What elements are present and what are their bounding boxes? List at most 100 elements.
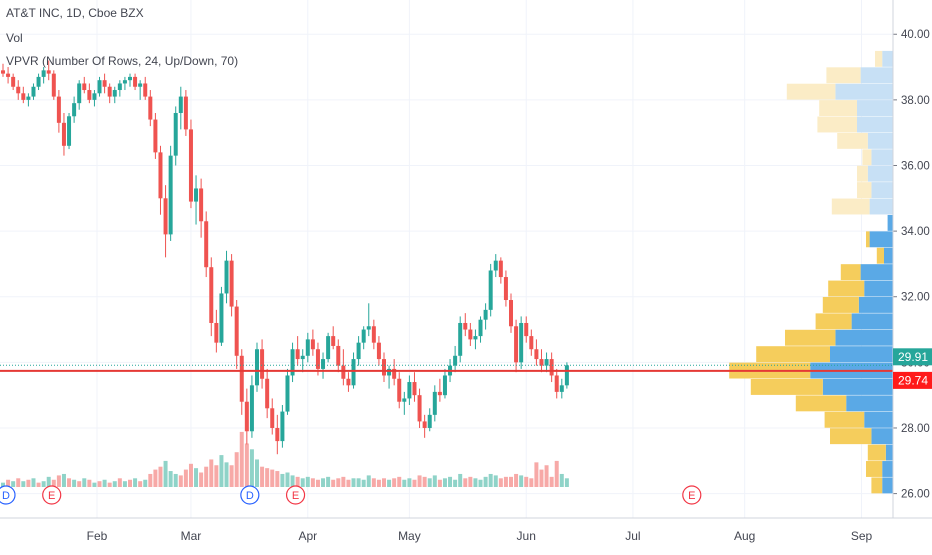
x-tick-label: Mar <box>181 529 202 543</box>
candle-body <box>16 86 21 94</box>
volume-bar <box>122 481 127 487</box>
volume-bar <box>310 478 315 487</box>
candle-body <box>117 83 122 91</box>
candle-body <box>36 76 41 87</box>
volume-bar <box>97 481 102 487</box>
vpvr-legend[interactable]: VPVR (Number Of Rows, 24, Up/Down, 70) <box>6 54 239 68</box>
vpvr-down-bar <box>795 395 847 412</box>
candle-body <box>387 368 392 376</box>
candle-body <box>153 119 158 153</box>
vpvr-up-bar <box>869 231 893 248</box>
price-tick-label: 36.00 <box>901 160 930 172</box>
volume-bar <box>544 465 549 487</box>
volume-bar <box>138 481 143 487</box>
vpvr-down-bar <box>817 116 857 133</box>
volume-bar <box>331 479 336 487</box>
candle-body <box>458 322 463 356</box>
vpvr-up-bar <box>864 411 893 428</box>
volume-bar <box>36 482 41 487</box>
volume-bar <box>61 473 66 487</box>
volume-bar <box>326 476 331 487</box>
volume-bar <box>448 476 453 487</box>
volume-bar <box>148 473 153 487</box>
symbol-legend[interactable]: AT&T INC, 1D, Cboe BZX <box>6 6 144 20</box>
vpvr-up-bar <box>835 329 893 346</box>
candle-body <box>549 359 554 376</box>
candle-body <box>468 329 473 340</box>
vpvr-down-bar <box>824 411 865 428</box>
candle-body <box>361 329 366 343</box>
dividend-marker <box>240 485 260 505</box>
volume-bar <box>468 476 473 487</box>
volume-bar <box>102 479 107 487</box>
candle-body <box>183 96 188 130</box>
volume-bar <box>315 479 320 487</box>
volume-bar <box>361 479 366 487</box>
candle-body <box>534 349 539 360</box>
vpvr-up-bar <box>857 100 893 117</box>
candle-body <box>290 349 295 376</box>
volume-bar <box>524 476 529 487</box>
candle-body <box>488 270 493 310</box>
candle-body <box>412 382 417 396</box>
volume-bar <box>11 481 16 487</box>
volume-bar <box>519 475 524 487</box>
candle-body <box>376 342 381 360</box>
volume-bar <box>26 479 31 487</box>
volume-bar <box>305 476 310 487</box>
candle-body <box>82 83 87 91</box>
volume-bar <box>143 479 148 487</box>
vpvr-up-bar <box>885 444 893 461</box>
vpvr-up-bar <box>846 395 893 412</box>
vpvr-up-bar <box>858 296 893 313</box>
volume-bar <box>458 473 463 487</box>
volume-legend[interactable]: Vol <box>6 31 23 45</box>
volume-bar <box>295 476 300 487</box>
candle-body <box>56 96 61 123</box>
volume-bar <box>549 476 554 487</box>
candle-body <box>31 86 36 97</box>
volume-bar <box>46 476 51 487</box>
dividend-marker-label: D <box>2 490 10 502</box>
volume-bar <box>442 478 447 487</box>
price-tick-label: 28.00 <box>901 423 930 435</box>
volume-bar <box>133 478 138 487</box>
candle-body <box>437 391 442 396</box>
earnings-marker <box>42 485 62 505</box>
vpvr-down-bar <box>857 182 872 199</box>
volume-bar <box>214 465 219 487</box>
earnings-marker-label: E <box>292 490 299 502</box>
volume-bar <box>321 478 326 487</box>
volume-bar <box>107 482 112 487</box>
candle-body <box>300 355 305 360</box>
volume-bar <box>6 479 11 487</box>
candle-body <box>265 378 270 409</box>
volume-bar <box>260 466 265 487</box>
candle-body <box>524 322 529 337</box>
vpvr-down-bar <box>862 149 872 166</box>
volume-bar <box>219 455 224 487</box>
candle-body <box>46 70 51 74</box>
candle-body <box>224 260 229 294</box>
candle-body <box>26 96 31 100</box>
candle-body <box>483 309 488 320</box>
candle-body <box>249 385 254 432</box>
volume-bar <box>234 452 239 487</box>
vpvr-up-bar <box>871 428 893 445</box>
volume-bar <box>422 476 427 487</box>
candle-body <box>21 93 26 100</box>
volume-bar <box>244 443 249 487</box>
volume-bar <box>87 479 92 487</box>
candle-body <box>336 345 341 366</box>
volume-bar <box>173 473 178 487</box>
candle-body <box>341 365 346 379</box>
vpvr-up-bar <box>860 264 893 281</box>
volume-bar <box>300 478 305 487</box>
vpvr-up-bar <box>860 67 893 84</box>
volume-bar <box>255 459 259 487</box>
candle-body <box>92 93 97 100</box>
x-tick-label: Apr <box>298 529 317 543</box>
candle-body <box>529 336 534 350</box>
